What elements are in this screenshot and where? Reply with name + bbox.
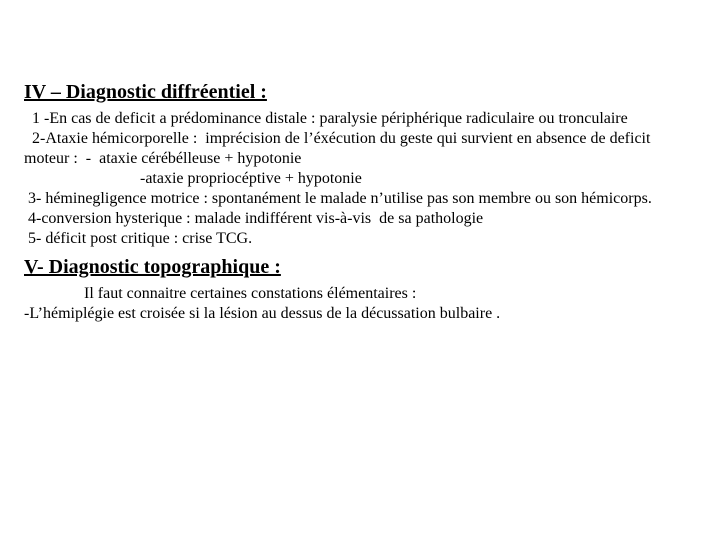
- slide-page: IV – Diagnostic diffréentiel : 1 -En cas…: [0, 0, 720, 540]
- section4-line4: 3- héminegligence motrice : spontanément…: [24, 189, 696, 209]
- section4-line3: -ataxie propriocéptive + hypotonie: [24, 169, 696, 189]
- section-heading-v: V- Diagnostic topographique :: [24, 255, 696, 280]
- section5-line2: -L’hémiplégie est croisée si la lésion a…: [24, 304, 696, 324]
- section4-line6: 5- déficit post critique : crise TCG.: [24, 229, 696, 249]
- section4-line5: 4-conversion hysterique : malade indiffé…: [24, 209, 696, 229]
- section4-line2: 2-Ataxie hémicorporelle : imprécision de…: [24, 129, 696, 169]
- section5-line1: Il faut connaitre certaines constations …: [24, 284, 696, 304]
- section-heading-iv: IV – Diagnostic diffréentiel :: [24, 80, 696, 105]
- section4-line1: 1 -En cas de deficit a prédominance dist…: [24, 109, 696, 129]
